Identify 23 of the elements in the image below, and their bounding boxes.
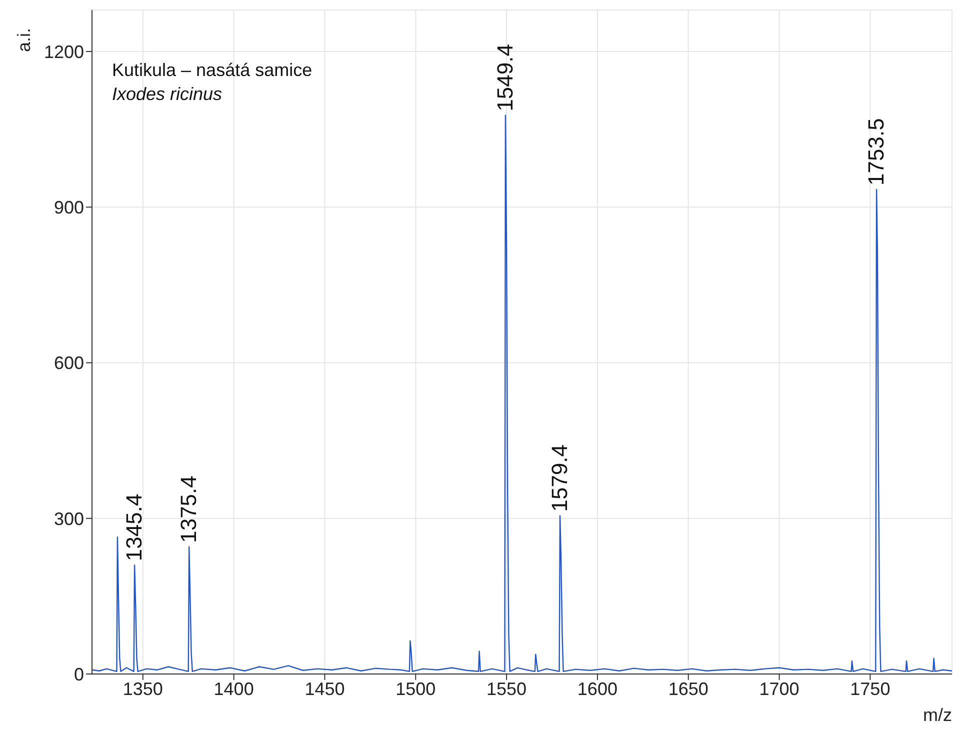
annotation: 1549.4 [492, 44, 518, 112]
x-tick-label: 1650 [668, 678, 708, 699]
y-tick-label: 900 [54, 198, 84, 218]
x-tick-label: 1600 [577, 678, 618, 699]
y-tick-label: 300 [54, 508, 84, 529]
x-tick-label: 1500 [396, 678, 436, 699]
x-axis-title: m/z [923, 705, 952, 725]
x-tick-label: 1450 [304, 678, 345, 699]
annotation: Ixodes ricinus [112, 83, 224, 106]
annotation: 1375.4 [176, 476, 202, 543]
y-tick-label: 1200 [44, 42, 84, 62]
x-tick-label: 1400 [214, 678, 254, 699]
x-tick-label: 1750 [850, 678, 890, 699]
y-tick-label: 600 [54, 353, 84, 374]
x-tick-label: 1350 [122, 678, 163, 699]
annotation: 1753.5 [864, 118, 889, 186]
annotation: 1579.4 [547, 444, 572, 512]
annotation: Kutikula – nasátá samice [112, 59, 312, 82]
annotation: 1345.4 [122, 494, 147, 562]
x-tick-label: 1700 [759, 678, 800, 699]
x-tick-label: 1550 [486, 678, 527, 699]
y-axis-title: a.i. [14, 28, 35, 52]
y-tick-label: 0 [74, 664, 84, 684]
